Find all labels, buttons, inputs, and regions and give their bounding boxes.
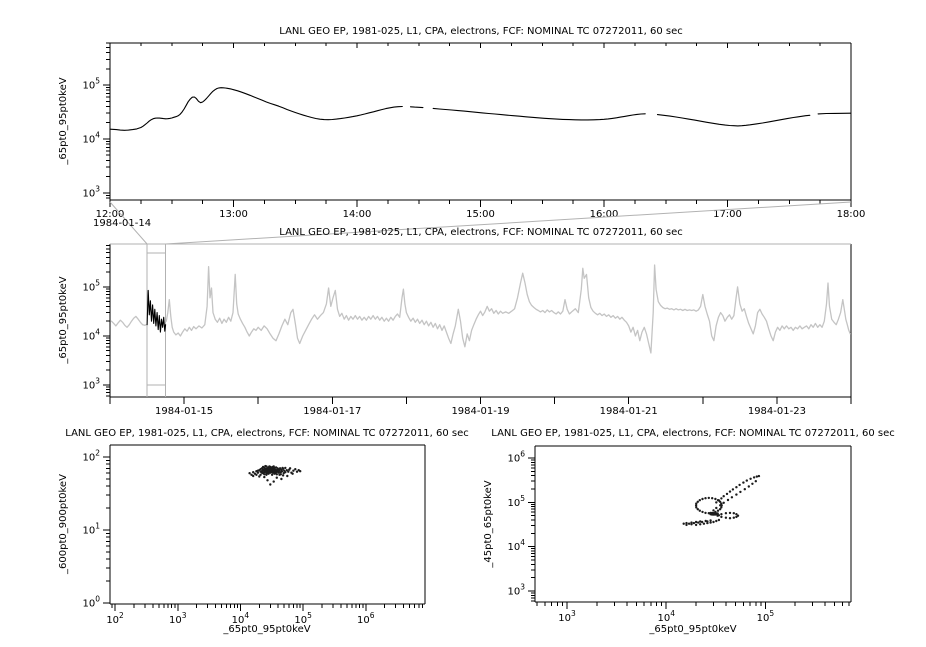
svg-text:103: 103 [169, 611, 187, 626]
svg-text:1984-01-19: 1984-01-19 [451, 406, 509, 417]
svg-text:102: 102 [106, 611, 124, 626]
scatter-right-title: LANL GEO EP, 1981-025, L1, CPA, electron… [491, 428, 895, 439]
svg-text:17:00: 17:00 [713, 209, 742, 220]
svg-text:106: 106 [507, 450, 525, 465]
svg-text:104: 104 [657, 609, 675, 624]
svg-text:14:00: 14:00 [343, 209, 372, 220]
scatter-65-95-vs-45-65-points [682, 474, 761, 527]
svg-text:106: 106 [357, 611, 375, 626]
scatter-right-y-axis-label: _45pt0_65pt0keV [483, 480, 494, 568]
scatter-left-y-axis-label: _600pt0_900pt0keV [58, 474, 69, 574]
svg-text:104: 104 [82, 327, 100, 342]
scatter-65-95-vs-600-900-panel: 100 101 102 102 103 104 105 106 [82, 444, 426, 626]
svg-text:104: 104 [232, 611, 250, 626]
svg-text:1984-01-21: 1984-01-21 [600, 406, 658, 417]
svg-text:13:00: 13:00 [219, 209, 248, 220]
overview-panel-title: LANL GEO EP, 1981-025, L1, CPA, electron… [279, 227, 683, 238]
scatter-left-x-axis-label: _65pt0_95pt0keV [223, 624, 311, 635]
top-timeseries-panel: 103 104 105 12:00 13:00 14:00 15:00 16:00 17:00 1… [82, 42, 866, 220]
scatter-65-95-vs-45-65-panel: 103 104 105 106 103 104 105 [507, 445, 852, 624]
scatter-right-x-axis-label: _65pt0_95pt0keV [649, 624, 737, 635]
scatter-65-95-vs-600-900-points [248, 464, 302, 486]
svg-text:12:00: 12:00 [96, 209, 125, 220]
svg-text:103: 103 [82, 184, 100, 199]
context-connector-lines [109, 201, 852, 245]
top-y-axis-label: _65pt0_95pt0keV [58, 77, 69, 165]
svg-text:100: 100 [82, 595, 100, 610]
svg-text:15:00: 15:00 [466, 209, 495, 220]
svg-text:105: 105 [294, 611, 312, 626]
svg-text:103: 103 [82, 376, 100, 391]
svg-text:105: 105 [757, 609, 775, 624]
svg-text:1984-01-15: 1984-01-15 [155, 406, 213, 417]
top-x-axis-date-label: 1984-01-14 [93, 218, 152, 229]
svg-text:104: 104 [82, 130, 100, 145]
svg-text:1984-01-17: 1984-01-17 [303, 406, 361, 417]
overview-timeseries-panel: 103 104 105 1984-01-15 1984-01-17 1984-01-19 1… [82, 243, 852, 417]
overview-timeseries-plot-area[interactable] [110, 244, 851, 397]
svg-text:103: 103 [507, 583, 525, 598]
scatter-65-95-vs-600-900-plot-area[interactable] [110, 445, 425, 604]
svg-text:102: 102 [82, 449, 100, 464]
svg-text:1984-01-23: 1984-01-23 [748, 406, 806, 417]
top-timeseries-plot-area[interactable] [110, 43, 851, 200]
top-panel-title: LANL GEO EP, 1981-025, L1, CPA, electron… [279, 26, 683, 37]
svg-text:104: 104 [507, 538, 525, 553]
overview-y-axis-label: _65pt0_95pt0keV [58, 276, 69, 364]
svg-text:16:00: 16:00 [590, 209, 619, 220]
svg-text:105: 105 [507, 494, 525, 509]
scatter-65-95-vs-45-65-plot-area[interactable] [535, 446, 851, 602]
svg-text:18:00: 18:00 [837, 209, 866, 220]
scatter-left-title: LANL GEO EP, 1981-025, L1, CPA, electron… [65, 428, 469, 439]
svg-text:105: 105 [82, 77, 100, 92]
svg-text:105: 105 [82, 278, 100, 293]
svg-text:101: 101 [82, 522, 100, 537]
svg-text:103: 103 [558, 609, 576, 624]
